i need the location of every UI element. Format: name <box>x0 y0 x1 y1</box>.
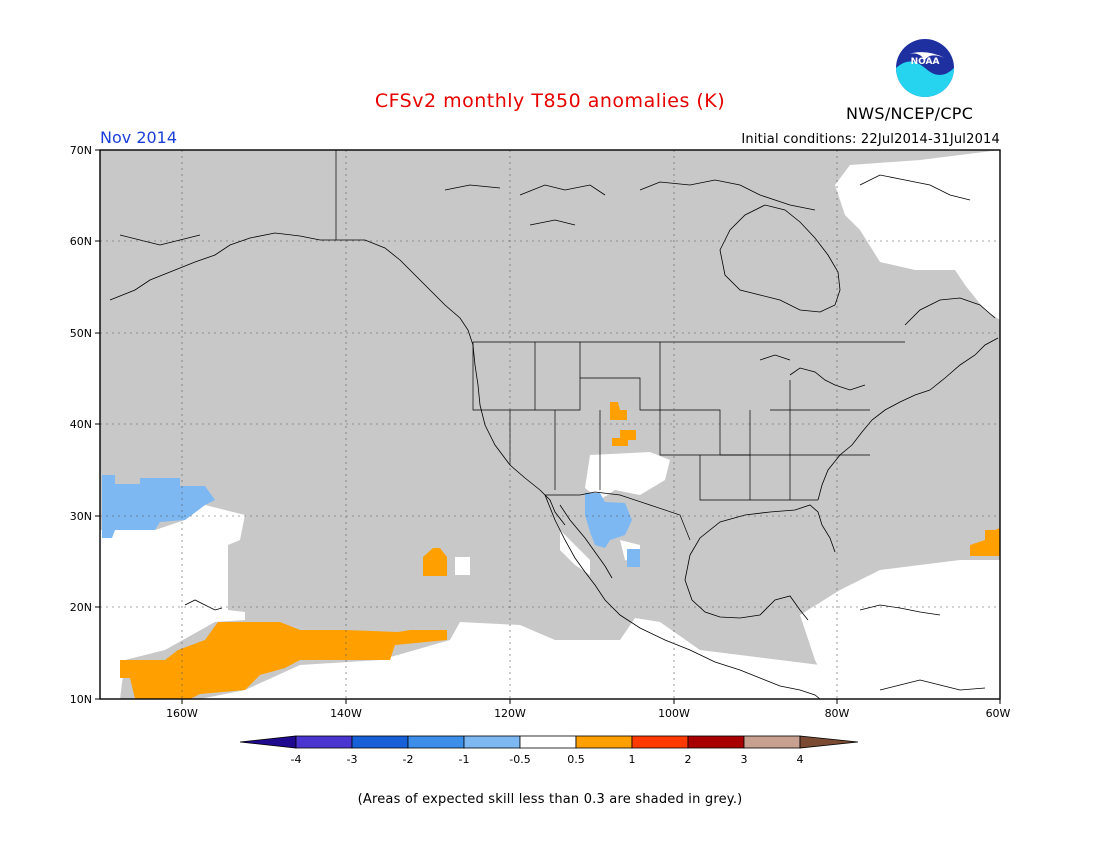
colorbar-swatch <box>631 735 689 749</box>
colorbar-swatch <box>407 735 465 749</box>
grid-lines <box>100 150 1000 699</box>
colorbar-label: 2 <box>685 753 692 766</box>
lat-label: 40N <box>70 418 92 431</box>
colorbar-label: -0.5 <box>509 753 530 766</box>
skill-footnote: (Areas of expected skill less than 0.3 a… <box>357 792 743 807</box>
forecast-month: Nov 2014 <box>100 128 178 147</box>
lon-label: 140W <box>330 707 362 720</box>
warm-anomaly-regions <box>120 402 1000 699</box>
colorbar-labels: -4 -3 -2 -1 -0.5 0.5 1 2 3 4 <box>291 753 804 766</box>
chart-title: CFSv2 monthly T850 anomalies (K) <box>374 90 726 112</box>
lat-label: 70N <box>70 144 92 157</box>
colorbar-label: -1 <box>459 753 470 766</box>
colorbar-label: -4 <box>291 753 302 766</box>
lat-label: 10N <box>70 693 92 706</box>
political-boundaries <box>335 150 905 541</box>
colorbar-label: 1 <box>629 753 636 766</box>
colorbar-swatch <box>799 735 859 749</box>
axis-ticks <box>95 149 1001 704</box>
colorbar-label: -3 <box>347 753 358 766</box>
colorbar-swatch <box>687 735 745 749</box>
colorbar-label: 3 <box>741 753 748 766</box>
colorbar-swatch <box>295 735 353 749</box>
lat-label: 60N <box>70 235 92 248</box>
lat-label: 30N <box>70 510 92 523</box>
coastlines-and-borders <box>109 174 999 700</box>
colorbar-label: -2 <box>403 753 414 766</box>
colorbar-swatch <box>351 735 409 749</box>
lon-label: 100W <box>658 707 690 720</box>
organization-label: NWS/NCEP/CPC <box>846 104 974 123</box>
lat-label: 50N <box>70 327 92 340</box>
lon-label: 60W <box>986 707 1011 720</box>
colorbar-swatch <box>575 735 633 749</box>
colorbar-label: 0.5 <box>567 753 585 766</box>
initial-conditions: Initial conditions: 22Jul2014-31Jul2014 <box>741 132 1000 147</box>
colorbar-swatch <box>519 735 577 749</box>
colorbar-label: 4 <box>797 753 804 766</box>
lon-label: 160W <box>166 707 198 720</box>
colorbar-swatch <box>239 735 297 749</box>
colorbar-swatch <box>743 735 801 749</box>
noaa-logo-text: NOAA <box>911 57 940 67</box>
noaa-logo: NOAA <box>896 39 954 97</box>
neutral-anomaly-regions <box>100 150 1000 699</box>
lon-label: 80W <box>825 707 850 720</box>
cool-anomaly-regions <box>102 475 640 567</box>
lat-label: 20N <box>70 601 92 614</box>
longitude-labels: 160W 140W 120W 100W 80W 60W <box>166 707 1010 720</box>
colorbar-swatch <box>463 735 521 749</box>
latitude-labels: 70N 60N 50N 40N 30N 20N 10N <box>70 144 92 706</box>
colorbar <box>239 735 859 749</box>
lon-label: 120W <box>494 707 526 720</box>
